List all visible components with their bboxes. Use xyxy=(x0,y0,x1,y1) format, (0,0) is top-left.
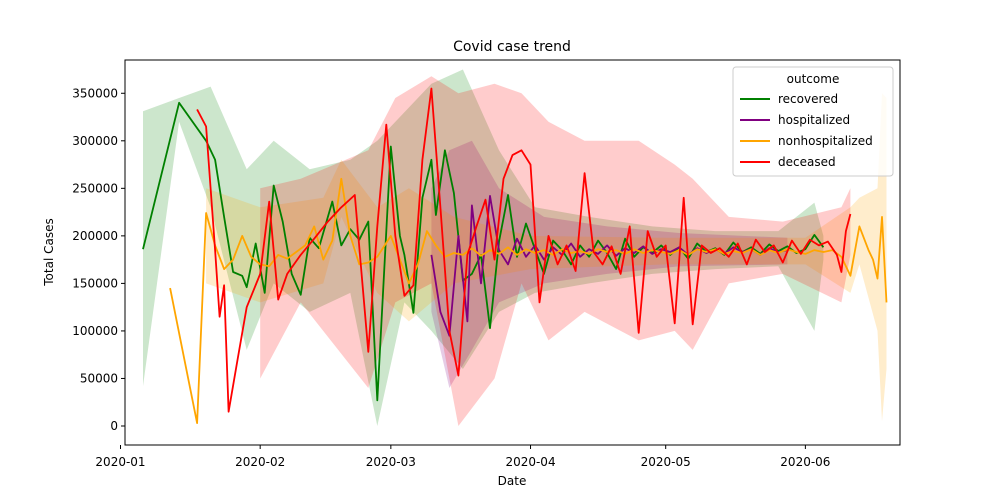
band-recovered xyxy=(143,69,824,426)
legend-label-hospitalized: hospitalized xyxy=(778,113,850,127)
legend-items: recovered hospitalized nonhospitalized dece… xyxy=(740,92,873,169)
legend-box xyxy=(732,66,894,177)
legend-label-deceased: deceased xyxy=(778,155,836,169)
legend-title: outcome xyxy=(787,72,840,86)
x-tick-label: 2020-03 xyxy=(366,455,416,469)
x-tick-label: 2020-06 xyxy=(780,455,830,469)
legend-label-recovered: recovered xyxy=(778,92,838,106)
y-axis-title: Total Cases xyxy=(42,218,56,286)
y-tick-label: 100000 xyxy=(72,324,118,338)
x-axis-ticks: 2020-01 2020-02 2020-03 2020-04 2020-05 2020-… xyxy=(95,445,830,469)
y-tick-label: 0 xyxy=(110,419,118,433)
series-lines xyxy=(142,87,888,425)
x-tick-label: 2020-02 xyxy=(235,455,285,469)
x-tick-label: 2020-01 xyxy=(95,455,145,469)
y-tick-label: 200000 xyxy=(72,229,118,243)
band-hospitalized xyxy=(431,140,788,388)
y-tick-label: 300000 xyxy=(72,134,118,148)
y-axis-ticks: 0 50000 100000 150000 200000 250000 300000 3500… xyxy=(72,86,125,433)
line-deceased xyxy=(196,87,852,413)
x-tick-label: 2020-05 xyxy=(641,455,691,469)
y-tick-label: 150000 xyxy=(72,276,118,290)
x-axis-title: Date xyxy=(498,474,527,488)
chart-title: Covid case trend xyxy=(453,39,571,55)
band-deceased xyxy=(260,76,851,426)
x-tick-label: 2020-04 xyxy=(505,455,555,469)
y-tick-label: 250000 xyxy=(72,181,118,195)
line-hospitalized xyxy=(430,194,788,337)
legend-label-nonhospitalized: nonhospitalized xyxy=(778,134,873,148)
line-nonhospitalized xyxy=(169,177,888,425)
plot-frame xyxy=(124,59,901,446)
y-tick-label: 350000 xyxy=(72,86,118,100)
legend: outcome recovered hospitalized nonhospital… xyxy=(732,66,894,177)
y-tick-label: 50000 xyxy=(80,371,118,385)
